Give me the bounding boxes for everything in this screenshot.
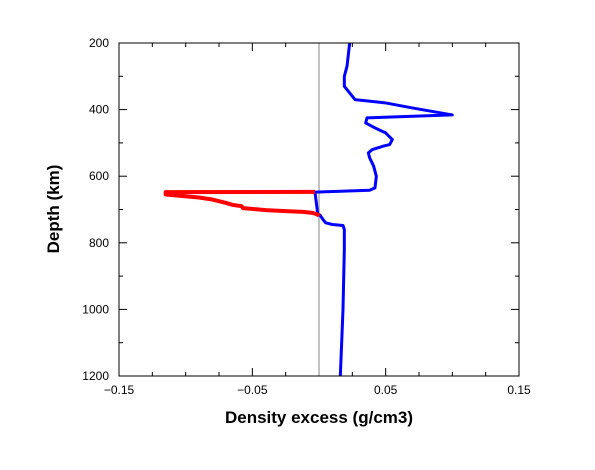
y-tick-label: 400 — [89, 103, 109, 117]
x-tick-label: −0.05 — [237, 383, 268, 397]
series-line-blue — [313, 42, 454, 377]
y-tick-label: 800 — [89, 236, 109, 250]
y-axis-title: Depth (km) — [44, 165, 63, 254]
y-tick-label: 1000 — [82, 302, 109, 316]
labels-layer: −0.15 −0.05 0.05 0.15 200 400 600 800 1000 1200 — [82, 36, 531, 397]
x-tick-label: −0.15 — [104, 383, 135, 397]
plot-frame — [118, 42, 520, 377]
y-tick-label: 1200 — [82, 369, 109, 383]
y-tick-label: 600 — [89, 169, 109, 183]
x-tick-label: 0.05 — [374, 383, 398, 397]
x-tick-label: 0.15 — [507, 383, 531, 397]
series-line-red — [163, 189, 321, 218]
x-axis-title: Density excess (g/cm3) — [225, 408, 413, 427]
y-tick-label: 200 — [89, 36, 109, 50]
lines-layer — [163, 42, 454, 377]
